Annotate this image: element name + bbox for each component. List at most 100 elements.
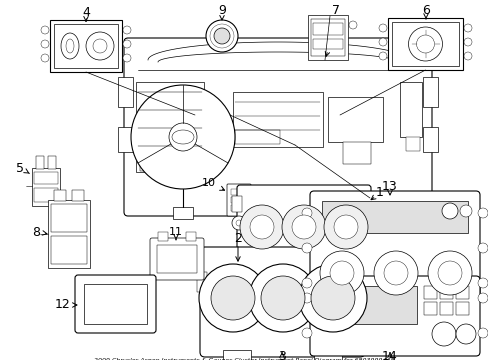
Circle shape (437, 261, 461, 285)
Bar (254, 266, 280, 276)
Bar (231, 196, 242, 212)
Text: 4: 4 (82, 5, 90, 18)
Bar (84, 284, 147, 324)
Bar (185, 232, 196, 241)
Circle shape (463, 52, 471, 60)
Bar (32, 168, 60, 206)
Text: 2009 Chrysler Aspen Instruments & Gauges Cluster-Instrument Panel Diagram for 68: 2009 Chrysler Aspen Instruments & Gauges… (93, 358, 393, 360)
Circle shape (282, 205, 325, 249)
Text: 5: 5 (16, 162, 24, 175)
Text: 3: 3 (278, 350, 285, 360)
Bar (36, 156, 44, 169)
Bar (312, 39, 342, 49)
Bar (235, 130, 280, 144)
Circle shape (302, 328, 311, 338)
Circle shape (236, 220, 242, 226)
Circle shape (463, 38, 471, 46)
FancyBboxPatch shape (124, 38, 431, 216)
Text: 2: 2 (234, 231, 242, 244)
Circle shape (298, 264, 366, 332)
Circle shape (427, 251, 471, 295)
Circle shape (123, 54, 131, 62)
Bar (240, 205, 246, 211)
Circle shape (248, 264, 316, 332)
Ellipse shape (172, 130, 194, 144)
Bar (173, 207, 193, 219)
Bar (423, 286, 436, 299)
Circle shape (441, 203, 457, 219)
Bar (439, 302, 452, 315)
Circle shape (240, 205, 284, 249)
Bar (118, 77, 133, 107)
Bar (439, 286, 452, 299)
Circle shape (302, 243, 311, 253)
Circle shape (291, 215, 315, 239)
Bar (230, 197, 238, 203)
Circle shape (477, 293, 487, 303)
Circle shape (86, 32, 114, 60)
Circle shape (407, 27, 442, 61)
Circle shape (324, 205, 367, 249)
Circle shape (302, 278, 311, 288)
Bar (158, 232, 168, 241)
Text: 13: 13 (381, 180, 397, 193)
Bar (51, 204, 87, 232)
Circle shape (319, 251, 363, 295)
Circle shape (123, 26, 131, 34)
Bar (197, 272, 206, 292)
Circle shape (231, 216, 245, 230)
Circle shape (205, 20, 238, 52)
Bar (34, 172, 58, 184)
Text: 1: 1 (375, 185, 383, 198)
Circle shape (329, 261, 353, 285)
Bar (422, 127, 437, 152)
Circle shape (416, 35, 434, 53)
Bar (240, 189, 246, 195)
Bar (230, 205, 238, 211)
FancyBboxPatch shape (75, 275, 156, 333)
Bar (240, 197, 246, 203)
Bar (327, 266, 352, 276)
Circle shape (169, 123, 197, 151)
Bar (310, 19, 345, 56)
Bar (321, 201, 467, 233)
Bar (72, 190, 84, 201)
Circle shape (378, 24, 386, 32)
Bar (230, 189, 238, 195)
Circle shape (41, 54, 49, 62)
Circle shape (310, 276, 354, 320)
FancyBboxPatch shape (200, 247, 364, 357)
Circle shape (131, 85, 235, 189)
Bar (342, 142, 370, 164)
Bar (232, 92, 323, 147)
Bar (140, 157, 170, 171)
Bar (405, 137, 419, 151)
Circle shape (199, 264, 266, 332)
Circle shape (383, 261, 407, 285)
Circle shape (463, 24, 471, 32)
Bar (327, 97, 382, 142)
FancyBboxPatch shape (309, 191, 479, 305)
FancyBboxPatch shape (237, 185, 370, 269)
Text: 14: 14 (381, 350, 397, 360)
Bar (357, 272, 367, 292)
Circle shape (459, 205, 471, 217)
Text: 9: 9 (218, 4, 225, 17)
Circle shape (41, 26, 49, 34)
Bar (223, 350, 250, 360)
Circle shape (348, 21, 356, 29)
Bar (51, 236, 87, 264)
Ellipse shape (61, 33, 79, 59)
Bar (307, 15, 347, 60)
Bar (54, 24, 118, 68)
Circle shape (41, 40, 49, 48)
Bar (399, 82, 421, 137)
Circle shape (302, 293, 311, 303)
Text: 6: 6 (421, 4, 429, 17)
Circle shape (477, 243, 487, 253)
Text: 7: 7 (331, 4, 339, 17)
Text: 11: 11 (169, 227, 183, 237)
Circle shape (214, 28, 229, 44)
Text: 8: 8 (32, 225, 40, 238)
Bar (365, 196, 375, 212)
